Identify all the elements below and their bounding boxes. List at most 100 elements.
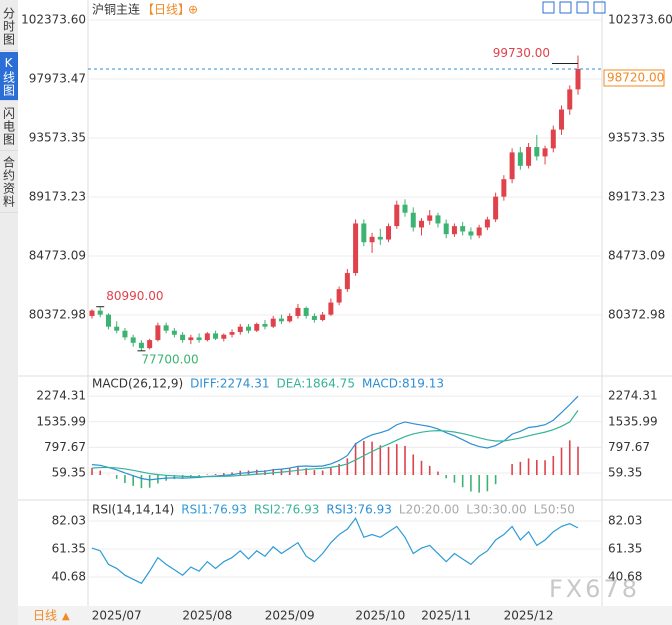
- high-label: 80990.00: [106, 289, 163, 303]
- candle-body: [287, 315, 293, 322]
- y-tick-label: 2274.31: [36, 389, 86, 403]
- tab[interactable]: K线图: [0, 52, 18, 101]
- candle-body: [278, 318, 284, 322]
- y-tick-label: 102373.60: [608, 13, 672, 27]
- candle-body: [262, 324, 268, 327]
- candle-body: [443, 223, 449, 235]
- candle-body: [89, 310, 95, 316]
- y-tick-label: 2274.31: [608, 389, 658, 403]
- last-price-box: [603, 69, 665, 87]
- candle-body: [435, 215, 441, 224]
- candle-body: [484, 219, 490, 228]
- tab[interactable]: 合约资料: [0, 152, 18, 213]
- candle-body: [534, 147, 540, 157]
- x-tick-label: 2025/10: [355, 609, 405, 623]
- tool-button[interactable]: [542, 1, 555, 14]
- period[interactable]: 【日线】: [142, 3, 190, 17]
- candle-body: [517, 152, 523, 166]
- candle-body: [295, 307, 301, 316]
- candle-body: [427, 215, 433, 221]
- y-tick-label: 89173.23: [29, 189, 86, 203]
- candle-body: [377, 236, 383, 240]
- candle-body: [369, 236, 375, 243]
- x-tick-label: 2025/12: [504, 609, 554, 623]
- y-tick-label: 1535.99: [608, 414, 658, 428]
- candle-body: [451, 226, 457, 235]
- tool-button[interactable]: [593, 1, 606, 14]
- bottom-period[interactable]: 日线: [33, 609, 57, 623]
- tool-button[interactable]: [559, 1, 572, 14]
- toolbar: [542, 1, 606, 14]
- candle-body: [509, 152, 515, 180]
- y-tick-label: 797.67: [44, 440, 86, 454]
- candle-body: [550, 129, 556, 149]
- candle-body: [501, 179, 507, 197]
- candle-body: [353, 223, 359, 274]
- indicator-label: L30:30.00: [466, 503, 526, 517]
- candle-body: [394, 204, 400, 227]
- y-tick-label: 93573.35: [29, 130, 86, 144]
- candle-body: [196, 337, 202, 341]
- candle-body: [246, 326, 252, 331]
- watermark: FX678: [549, 575, 640, 603]
- add-icon[interactable]: ⊕: [188, 3, 198, 17]
- indicator-label: L20:20.00: [399, 503, 459, 517]
- candle-body: [386, 226, 392, 240]
- candle-body: [122, 330, 128, 338]
- indicator-label: RSI1:76.93: [181, 503, 247, 517]
- x-tick-label: 2025/11: [421, 609, 471, 623]
- candle-body: [180, 334, 186, 341]
- candle-body: [204, 333, 210, 341]
- candle-body: [567, 89, 573, 110]
- candle-body: [147, 340, 153, 349]
- candle-body: [221, 334, 227, 339]
- indicator-label: RSI(14,14,14): [92, 503, 174, 517]
- x-tick-label: 2025/09: [265, 609, 315, 623]
- tool-button[interactable]: [576, 1, 589, 14]
- candle-body: [361, 223, 367, 243]
- high-label: 99730.00: [493, 46, 550, 60]
- candle-body: [418, 220, 424, 228]
- y-tick-label: 61.35: [608, 541, 642, 555]
- y-tick-label: 59.35: [608, 465, 642, 479]
- candle-body: [97, 310, 103, 315]
- candle-body: [270, 318, 276, 327]
- tab[interactable]: 闪电图: [0, 102, 18, 151]
- candle-body: [476, 227, 482, 236]
- candle-body: [114, 326, 120, 331]
- y-tick-label: 59.35: [52, 465, 86, 479]
- x-tick-label: 2025/07: [92, 609, 142, 623]
- arrow-icon[interactable]: ▲: [62, 611, 70, 622]
- low-label: 77700.00: [141, 352, 198, 366]
- indicator-label: MACD:819.13: [362, 377, 444, 391]
- candle-body: [254, 324, 260, 331]
- candle-body: [575, 68, 581, 90]
- indicator-label: DEA:1864.75: [276, 377, 355, 391]
- candle-body: [493, 196, 499, 220]
- y-tick-label: 1535.99: [36, 414, 86, 428]
- y-tick-label: 61.35: [52, 541, 86, 555]
- candle-body: [320, 314, 326, 320]
- y-tick-label: 80372.98: [29, 307, 86, 321]
- y-tick-label: 93573.35: [608, 130, 665, 144]
- candle-body: [171, 330, 177, 335]
- y-tick-label: 84773.09: [29, 248, 86, 262]
- candle-body: [138, 342, 144, 349]
- candle-body: [163, 325, 169, 331]
- candle-body: [130, 337, 136, 343]
- tab[interactable]: 分时图: [0, 2, 18, 51]
- line: [91, 395, 579, 481]
- indicator-label: MACD(26,12,9): [92, 377, 183, 391]
- y-tick-label: 84773.09: [608, 248, 665, 262]
- y-tick-label: 40.68: [608, 570, 642, 584]
- x-tick-label: 2025/08: [182, 609, 232, 623]
- bottom-bar: [18, 606, 672, 625]
- last-price-label: 98720.00: [607, 70, 664, 84]
- candle-body: [410, 212, 416, 228]
- y-tick-label: 82.03: [52, 513, 86, 527]
- candle-body: [468, 231, 474, 236]
- indicator-label: RSI3:76.93: [326, 503, 392, 517]
- y-tick-label: 102373.60: [21, 13, 86, 27]
